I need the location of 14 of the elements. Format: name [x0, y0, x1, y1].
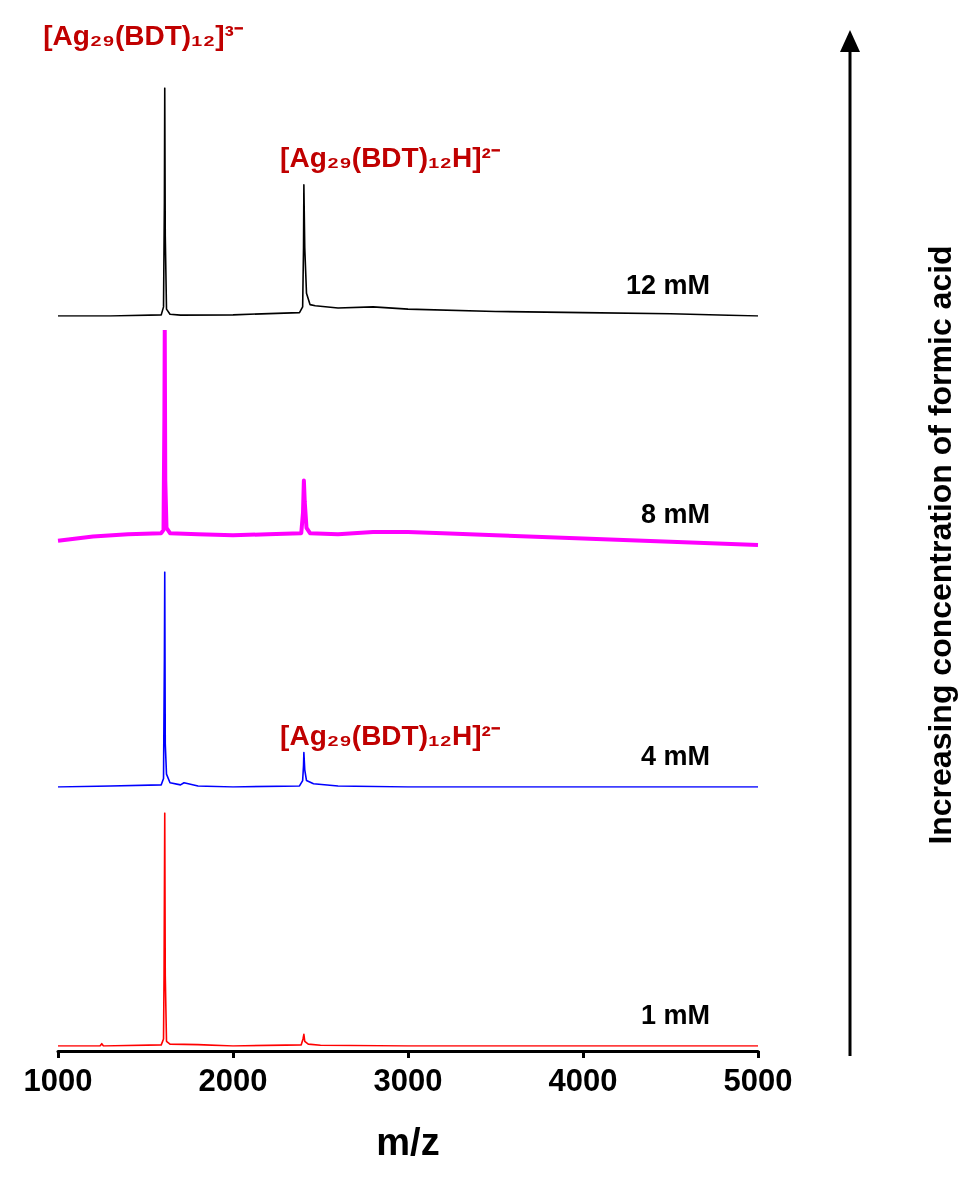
x-tick-label: 4000 [548, 1063, 618, 1098]
text: Increasing concentration of formic acid [921, 245, 959, 845]
series-label: 1 mM [640, 999, 711, 1030]
x-tick-label: 2000 [198, 1063, 268, 1098]
text: [Ag₂₉(BDT)₁₂]³⁻ [43, 19, 243, 51]
x-tick-label: 3000 [373, 1063, 443, 1098]
x-tick-label: 1000 [23, 1063, 93, 1098]
series-label: 4 mM [640, 740, 711, 771]
annotation: [Ag₂₉(BDT)₁₂H]²⁻ [280, 141, 500, 173]
x-tick-label: 5000 [723, 1063, 793, 1098]
series-label: 12 mM [625, 269, 711, 300]
annotation: [Ag₂₉(BDT)₁₂H]²⁻ [280, 719, 500, 751]
x-axis-title: m/z [376, 1121, 440, 1163]
series-label: 8 mM [640, 498, 711, 529]
